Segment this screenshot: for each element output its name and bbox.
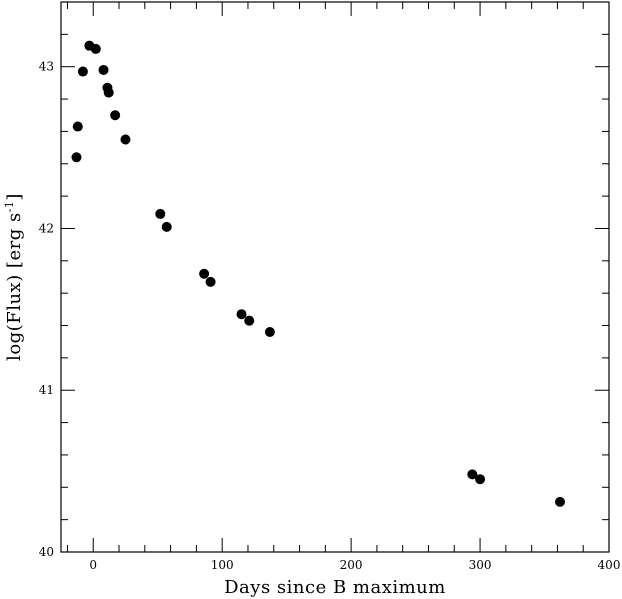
data-point bbox=[244, 315, 255, 326]
data-point bbox=[120, 134, 131, 145]
data-points bbox=[71, 40, 566, 507]
data-point bbox=[199, 268, 210, 279]
data-point bbox=[264, 327, 275, 337]
y-tick-label: 40 bbox=[39, 545, 54, 559]
x-tick-label: 200 bbox=[340, 558, 363, 572]
x-tick-label: 100 bbox=[211, 558, 234, 572]
data-point bbox=[161, 221, 172, 232]
data-point bbox=[77, 66, 88, 77]
data-point bbox=[475, 474, 486, 485]
y-tick-label: 41 bbox=[39, 383, 54, 397]
y-axis-title: log(Flux) [erg s-1] bbox=[3, 193, 25, 361]
y-axis-title-suffix: ] bbox=[4, 193, 25, 201]
data-point bbox=[103, 87, 114, 98]
data-point bbox=[555, 496, 566, 507]
x-axis-title: Days since B maximum bbox=[224, 577, 446, 598]
data-point bbox=[205, 276, 216, 287]
tick-labels: 0 100 200 300 400 40 41 42 43 bbox=[39, 60, 621, 572]
x-tick-label: 0 bbox=[89, 558, 97, 572]
data-point bbox=[71, 152, 82, 163]
y-tick-label: 43 bbox=[39, 60, 54, 74]
data-point bbox=[72, 121, 83, 132]
y-tick-label: 42 bbox=[39, 221, 54, 235]
data-point bbox=[110, 110, 121, 121]
y-axis-title-main: log(Flux) [erg s bbox=[4, 212, 25, 361]
data-point bbox=[98, 64, 109, 75]
x-tick-label: 300 bbox=[469, 558, 492, 572]
x-tick-label: 400 bbox=[598, 558, 621, 572]
data-point bbox=[467, 469, 478, 480]
data-point bbox=[155, 208, 166, 219]
data-point bbox=[90, 43, 101, 54]
plot-frame bbox=[60, 1, 610, 553]
y-axis-title-superscript: -1 bbox=[3, 201, 16, 213]
data-point bbox=[236, 309, 247, 320]
axis-ticks bbox=[61, 1, 610, 553]
